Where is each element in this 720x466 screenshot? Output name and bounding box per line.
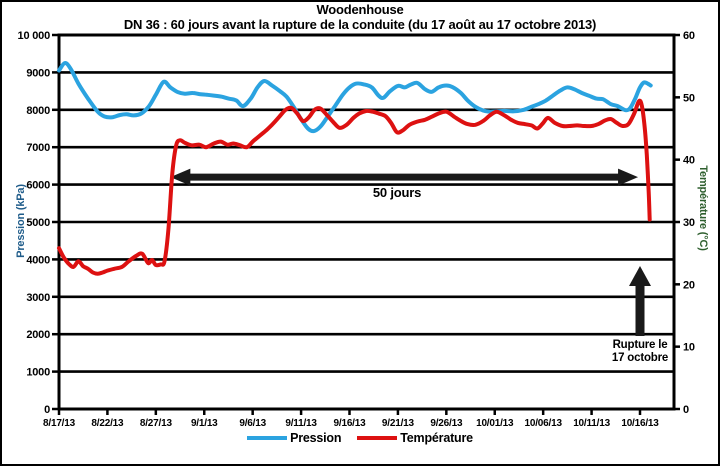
duration-arrow-right-head <box>618 168 639 186</box>
chart-subtitle: DN 36 : 60 jours avant la rupture de la … <box>123 17 597 32</box>
y-right-tick-label: 50 <box>683 92 695 104</box>
chart-title: Woodenhouse <box>316 2 404 17</box>
legend-label-pression: Pression <box>290 431 342 445</box>
x-tick-label: 9/1/13 <box>191 418 218 429</box>
y-axis-left-label: Pression (kPa) <box>15 184 27 258</box>
x-tick-label: 9/6/13 <box>239 418 266 429</box>
y-left-tick-label: 5000 <box>26 217 50 229</box>
x-tick-label: 10/06/13 <box>525 418 563 429</box>
y-left-tick-label: 4000 <box>26 254 50 266</box>
y-right-tick-label: 20 <box>683 279 695 291</box>
x-tick-label: 8/17/13 <box>43 418 76 429</box>
y-right-tick-label: 10 <box>683 342 695 354</box>
legend-label-temperature: Température <box>400 431 473 445</box>
y-left-tick-label: 0 <box>44 404 50 416</box>
legend-item-pression: Pression <box>247 431 341 445</box>
rupture-annotation-line1: Rupture le <box>612 339 668 351</box>
legend-item-temperature: Température <box>357 431 473 445</box>
y-left-tick-label: 1000 <box>26 367 50 379</box>
rupture-arrow-head <box>629 266 651 286</box>
duration-annotation-label: 50 jours <box>372 185 422 200</box>
x-tick-label: 8/22/13 <box>91 418 124 429</box>
x-tick-label: 9/11/13 <box>285 418 317 429</box>
y-left-tick-label: 8000 <box>26 105 50 117</box>
x-tick-label: 9/26/13 <box>430 418 463 429</box>
x-tick-label: 9/21/13 <box>382 418 415 429</box>
series-line-temperature <box>57 98 652 276</box>
y-left-tick-label: 6000 <box>26 180 50 192</box>
y-right-tick-label: 40 <box>683 155 695 167</box>
y-left-tick-label: 2000 <box>26 329 50 341</box>
y-right-tick-label: 30 <box>683 217 695 229</box>
y-left-tick-label: 9000 <box>26 67 50 79</box>
temperature-line-swatch-icon <box>357 436 398 440</box>
y-axis-right-label: Température (°C) <box>697 165 709 251</box>
y-right-tick-label: 60 <box>683 30 695 42</box>
pression-line-swatch-icon <box>247 436 288 440</box>
y-left-tick-label: 7000 <box>26 142 50 154</box>
series-line-pression <box>57 61 653 134</box>
rupture-arrow-shaft <box>635 285 645 336</box>
x-tick-label: 10/01/13 <box>476 418 514 429</box>
x-tick-label: 10/16/13 <box>621 418 659 429</box>
legend: Pression Température <box>2 431 718 445</box>
x-tick-label: 8/27/13 <box>140 418 173 429</box>
x-tick-label: 10/11/13 <box>573 418 610 429</box>
duration-arrow-left-head <box>170 168 191 186</box>
rupture-annotation-label: Rupture le 17 octobre <box>595 339 685 365</box>
rupture-annotation-line2: 17 octobre <box>611 352 669 365</box>
y-left-tick-label: 3000 <box>26 292 50 304</box>
y-left-tick-label: 10 000 <box>18 30 51 42</box>
y-right-tick-label: 0 <box>683 404 689 416</box>
x-tick-label: 9/16/13 <box>334 418 367 429</box>
